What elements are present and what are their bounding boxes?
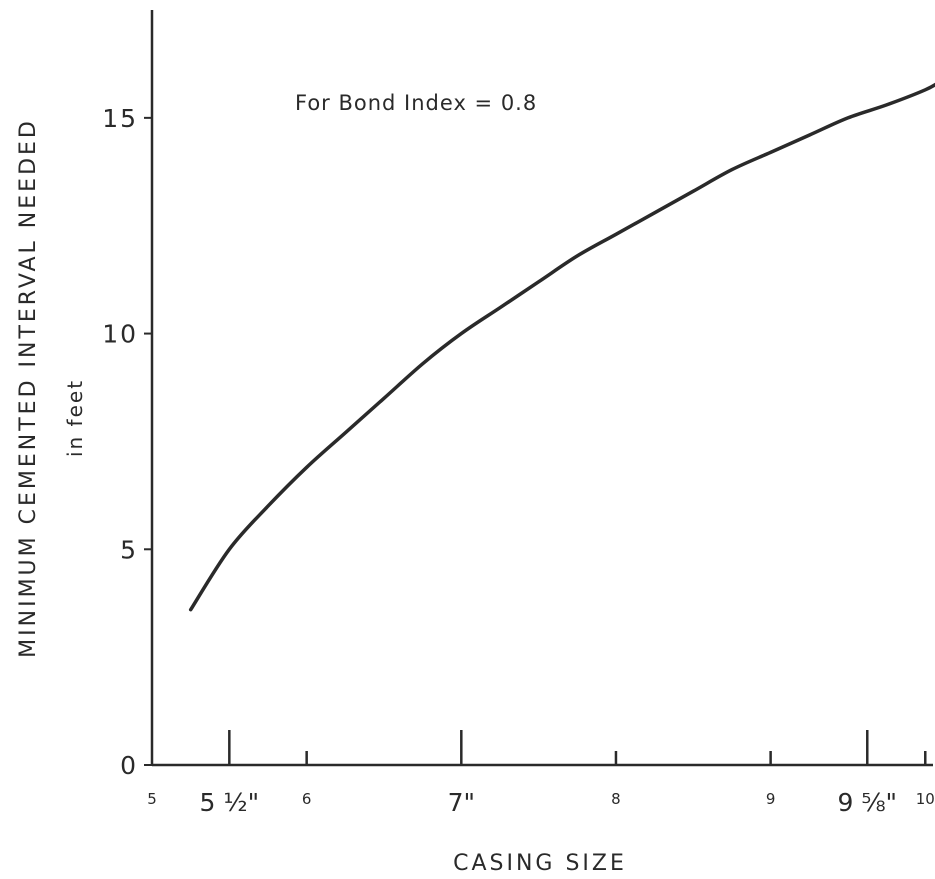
y-tick-label: 0: [120, 751, 138, 780]
series-group: [188, 82, 935, 612]
x-tick-label: 9 ⅝": [837, 788, 897, 817]
x-tick-label: 5: [147, 790, 157, 808]
series-line: [188, 82, 935, 612]
x-tick-label: 9: [766, 790, 776, 808]
axes: [150, 10, 933, 767]
x-tick-label: 7": [448, 788, 475, 817]
x-tick-label: 6: [302, 790, 312, 808]
y-axis-title: MINIMUM CEMENTED INTERVAL NEEDED: [16, 118, 41, 658]
x-axis-title: CASING SIZE: [453, 851, 627, 876]
y-tick-label: 5: [120, 535, 138, 564]
x-tick-label: 10: [916, 790, 935, 808]
y-axis-unit: in feet: [63, 379, 87, 457]
annotation: For Bond Index = 0.8: [295, 91, 537, 115]
x-axis-ticks: 5 5 ½" 6 7" 8 9 9 ⅝" 10: [147, 730, 935, 817]
y-tick-label: 15: [102, 104, 138, 133]
y-tick-label: 10: [102, 320, 138, 349]
y-axis-ticks: 0 5 10 15: [102, 104, 152, 780]
x-tick-label: 8: [611, 790, 621, 808]
x-tick-label: 5 ½": [200, 788, 260, 817]
